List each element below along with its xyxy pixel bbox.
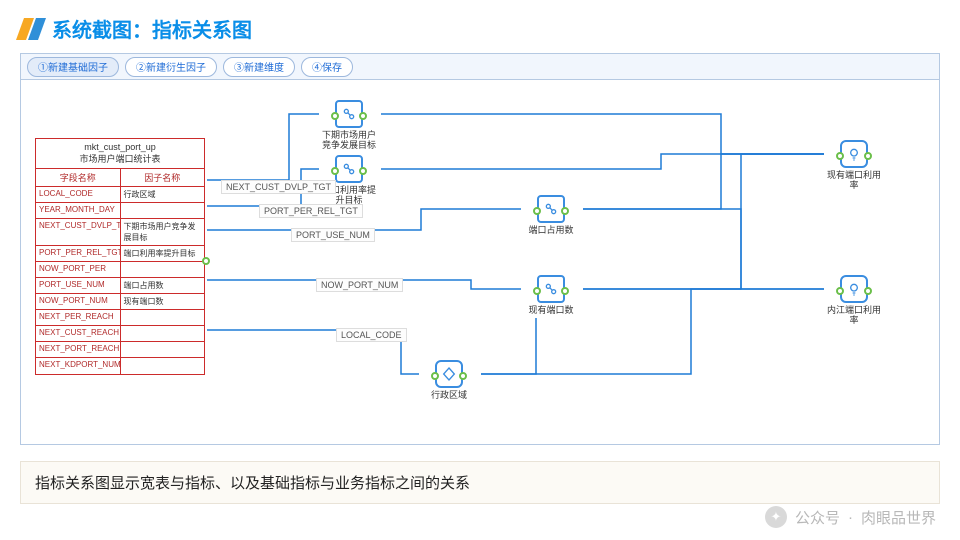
table-row[interactable]: PORT_PER_REL_TGT端口利用率提升目标 [36, 246, 204, 262]
diagram-node[interactable]: 内江端口利用率 [824, 275, 884, 326]
square-icon [335, 100, 363, 128]
toolbar-button[interactable]: ①新建基础因子 [27, 57, 119, 77]
diagram-node[interactable]: 现有端口数 [521, 275, 581, 316]
source-table[interactable]: mkt_cust_port_up 市场用户端口统计表 字段名称 因子名称 LOC… [35, 138, 205, 375]
diagram-node[interactable]: 下期市场用户竞争发展目标 [319, 100, 379, 151]
field-tag[interactable]: LOCAL_CODE [336, 328, 407, 342]
square-icon [537, 275, 565, 303]
diagram-node[interactable]: 现有端口利用率 [824, 140, 884, 191]
page-title: 系统截图：指标关系图 [52, 14, 252, 43]
source-table-cols: 字段名称 因子名称 [36, 169, 204, 187]
node-label: 行政区域 [431, 391, 467, 401]
diagram-node[interactable]: 端口占用数 [521, 195, 581, 236]
page-header: 系统截图：指标关系图 [0, 0, 960, 53]
node-label: 内江端口利用率 [827, 306, 881, 326]
table-row[interactable]: LOCAL_CODE行政区域 [36, 187, 204, 203]
wechat-icon: ✦ [765, 506, 787, 528]
table-row[interactable]: YEAR_MONTH_DAY [36, 203, 204, 219]
table-row[interactable]: NEXT_CUST_DVLP_TGT下期市场用户竞争发展目标 [36, 219, 204, 246]
diagram-node[interactable]: 行政区域 [419, 360, 479, 401]
diagram-panel: ①新建基础因子 ②新建衍生因子 ③新建维度 ④保存 mkt_cust_port_up … [20, 53, 940, 445]
diamond-icon [435, 360, 463, 388]
field-tag[interactable]: PORT_PER_REL_TGT [259, 204, 363, 218]
source-table-name: mkt_cust_port_up 市场用户端口统计表 [36, 139, 204, 169]
table-row[interactable]: NEXT_KDPORT_NUM [36, 358, 204, 374]
field-tag[interactable]: NEXT_CUST_DVLP_TGT [221, 180, 336, 194]
title-slash-icon [20, 18, 42, 40]
node-label: 现有端口数 [528, 306, 573, 316]
table-row[interactable]: NEXT_CUST_REACH [36, 326, 204, 342]
toolbar: ①新建基础因子 ②新建衍生因子 ③新建维度 ④保存 [21, 54, 939, 80]
table-row[interactable]: NOW_PORT_PER [36, 262, 204, 278]
field-tag[interactable]: PORT_USE_NUM [291, 228, 375, 242]
watermark: ✦ 公众号 · 肉眼品世界 [765, 506, 936, 528]
field-tag[interactable]: NOW_PORT_NUM [316, 278, 403, 292]
node-label: 现有端口利用率 [827, 171, 881, 191]
toolbar-button[interactable]: ③新建维度 [223, 57, 295, 77]
toolbar-button[interactable]: ②新建衍生因子 [125, 57, 217, 77]
caption: 指标关系图显示宽表与指标、以及基础指标与业务指标之间的关系 [20, 461, 940, 504]
table-row[interactable]: PORT_USE_NUM端口占用数 [36, 278, 204, 294]
square-icon [335, 155, 363, 183]
toolbar-button[interactable]: ④保存 [301, 57, 353, 77]
node-label: 端口占用数 [528, 226, 573, 236]
table-row[interactable]: NEXT_PORT_REACH [36, 342, 204, 358]
bulb-icon [840, 140, 868, 168]
node-label: 下期市场用户竞争发展目标 [322, 131, 376, 151]
diagram-canvas[interactable]: mkt_cust_port_up 市场用户端口统计表 字段名称 因子名称 LOC… [21, 80, 939, 444]
square-icon [537, 195, 565, 223]
table-row[interactable]: NOW_PORT_NUM现有端口数 [36, 294, 204, 310]
bulb-icon [840, 275, 868, 303]
table-row[interactable]: NEXT_PER_REACH [36, 310, 204, 326]
